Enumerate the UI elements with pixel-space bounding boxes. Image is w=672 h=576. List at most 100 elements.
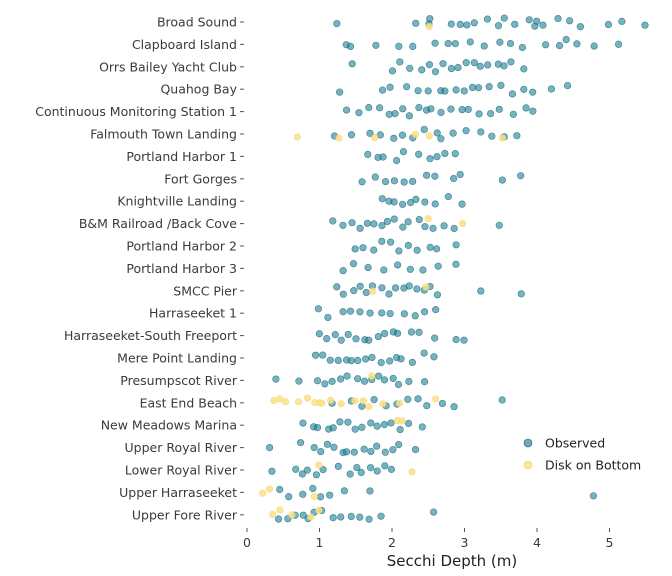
data-point [360,377,369,385]
data-point [422,171,431,179]
data-point [369,287,377,295]
data-point [477,128,485,136]
data-point [340,487,349,495]
data-point [411,130,419,138]
data-point [400,310,408,318]
data-point [507,58,515,66]
data-point [477,287,485,295]
data-point [348,219,356,227]
data-point [368,353,376,362]
data-point [470,59,478,67]
x-axis-title: Secchi Depth (m) [387,552,517,570]
data-point [395,42,403,50]
data-point [310,492,318,500]
data-point [342,106,351,114]
data-point [399,105,407,113]
data-point [364,150,372,159]
data-point [452,86,460,94]
data-point [518,43,527,52]
data-point [450,174,458,183]
data-point [366,464,375,472]
data-point [496,38,504,46]
data-point [511,20,519,28]
data-point [319,466,327,474]
data-point [339,290,347,298]
data-point [350,287,358,295]
data-point [539,21,547,29]
data-point [426,15,434,23]
data-point [321,380,329,388]
data-point [359,244,367,252]
data-point [411,312,419,320]
data-point [390,134,398,142]
data-point [395,247,403,255]
data-point [307,513,315,521]
data-point [315,506,323,514]
y-tick-label: Presumpscot River [120,373,238,388]
y-tick-label: Upper Fore River [132,507,238,522]
data-point [390,177,399,185]
data-point [326,356,334,364]
data-points [259,14,649,523]
data-point [274,515,283,523]
data-point [408,468,416,476]
data-point [358,423,366,431]
data-point [329,514,337,522]
data-point [431,334,439,342]
data-point [554,14,562,23]
data-point [386,83,394,91]
y-tick-label: B&M Railroad /Back Cove [79,216,237,231]
data-point [351,397,359,405]
data-point [331,331,339,339]
data-point [424,87,432,95]
x-tick-label: 2 [388,535,396,550]
y-tick-label: Broad Sound [157,15,237,30]
data-point [356,308,364,316]
data-point [317,447,325,456]
data-point [487,109,495,118]
data-point [498,396,506,404]
data-point [641,21,649,29]
x-tick-label: 4 [533,535,541,550]
data-point [285,493,293,501]
data-point [394,380,403,389]
data-point [366,129,374,137]
data-point [406,265,414,273]
data-point [323,335,331,343]
data-point [433,245,441,253]
data-point [415,216,423,224]
data-point [346,470,354,478]
data-point [370,220,378,228]
data-point [431,68,440,76]
data-point [500,62,508,70]
data-point [380,266,388,274]
data-point [418,423,426,431]
data-point [508,90,517,98]
data-point [381,448,389,456]
data-point [412,19,420,27]
data-point [451,40,459,48]
data-point [447,20,455,28]
y-tick-label: Portland Harbor 3 [126,261,237,276]
data-point [476,62,484,70]
data-point [412,195,420,203]
data-point [470,19,478,27]
data-point [337,400,345,408]
y-tick-label: Falmouth Town Landing [90,127,237,142]
data-point [408,358,416,367]
data-point [437,135,445,143]
data-point [404,419,413,428]
data-point [414,395,422,403]
data-point [396,58,404,66]
data-point [462,127,470,135]
series-observed [266,14,649,523]
data-point [447,64,456,73]
data-point [422,283,430,291]
data-point [406,64,414,72]
data-point [480,42,488,50]
data-point [352,335,360,343]
y-tick-label: Harraseeket-South Freeport [64,328,237,343]
data-point [276,485,284,494]
data-point [424,215,432,223]
data-point [506,39,515,48]
